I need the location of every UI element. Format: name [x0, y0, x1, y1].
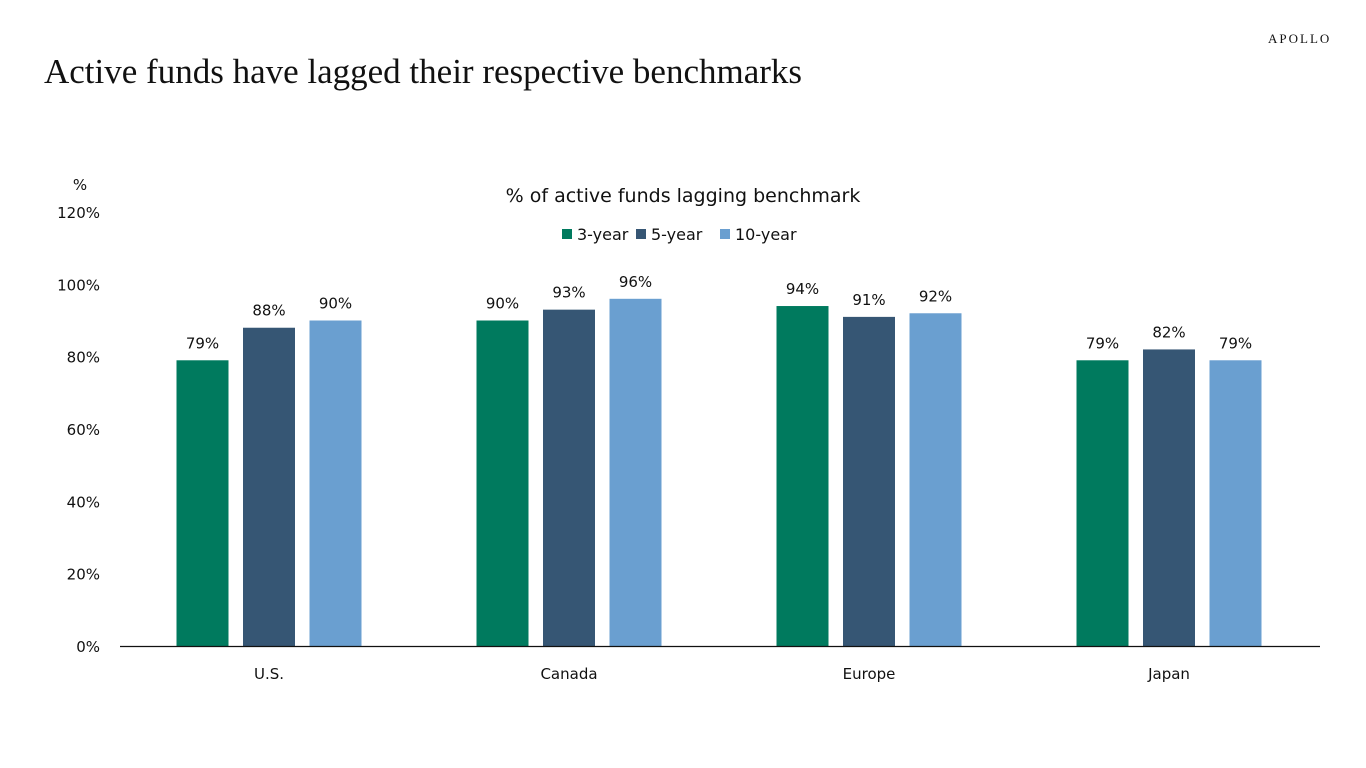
- x-tick-label: Europe: [843, 665, 896, 683]
- y-tick-label: 60%: [67, 421, 100, 439]
- x-tick-label: Japan: [1147, 665, 1190, 683]
- legend-label: 10-year: [735, 225, 797, 244]
- y-tick-label: 20%: [67, 566, 100, 584]
- x-tick-label: U.S.: [254, 665, 284, 683]
- legend-label: 5-year: [651, 225, 703, 244]
- data-label: 82%: [1152, 323, 1185, 341]
- data-label: 79%: [1086, 334, 1119, 352]
- y-tick-label: 40%: [67, 493, 100, 511]
- bar-5-year: [1143, 349, 1195, 646]
- apollo-logo: APOLLO: [1268, 31, 1332, 46]
- data-label: 91%: [852, 291, 885, 309]
- bar-10-year: [909, 313, 962, 646]
- bar-3-year: [1076, 360, 1129, 646]
- bar-10-year: [309, 320, 362, 646]
- data-label: 90%: [486, 295, 519, 313]
- y-axis: 0% 20% 40% 60% 80% 100% 120%: [57, 204, 100, 656]
- x-tick-label: Canada: [540, 665, 597, 683]
- bar-5-year: [243, 327, 295, 646]
- data-label: 88%: [252, 302, 285, 320]
- legend-swatch: [636, 229, 646, 239]
- y-tick-label: 0%: [76, 638, 100, 656]
- data-label: 96%: [619, 273, 652, 291]
- bar-5-year: [843, 316, 895, 646]
- data-label: 94%: [786, 280, 819, 298]
- bar-3-year: [476, 320, 529, 646]
- data-label: 93%: [552, 284, 585, 302]
- legend-swatch: [720, 229, 730, 239]
- y-tick-label: 100%: [57, 276, 100, 294]
- page-title: Active funds have lagged their respectiv…: [44, 52, 803, 91]
- bars: 79% 88% 90% 90% 93% 96% 94% 91% 92% 79% 82% 79%: [176, 273, 1262, 646]
- chart-title: % of active funds lagging benchmark: [506, 185, 861, 207]
- bar-3-year: [776, 306, 829, 646]
- y-tick-label: 120%: [57, 204, 100, 222]
- y-axis-label: %: [73, 176, 87, 194]
- data-label: 92%: [919, 287, 952, 305]
- legend: 3-year 5-year 10-year: [562, 225, 797, 244]
- data-label: 79%: [186, 334, 219, 352]
- legend-swatch: [562, 229, 572, 239]
- bar-10-year: [1209, 360, 1262, 646]
- x-axis: U.S. Canada Europe Japan: [254, 665, 1190, 683]
- bar-3-year: [176, 360, 229, 646]
- y-tick-label: 80%: [67, 349, 100, 367]
- data-label: 79%: [1219, 334, 1252, 352]
- bar-10-year: [609, 298, 662, 646]
- legend-label: 3-year: [577, 225, 629, 244]
- data-label: 90%: [319, 295, 352, 313]
- bar-5-year: [543, 309, 595, 646]
